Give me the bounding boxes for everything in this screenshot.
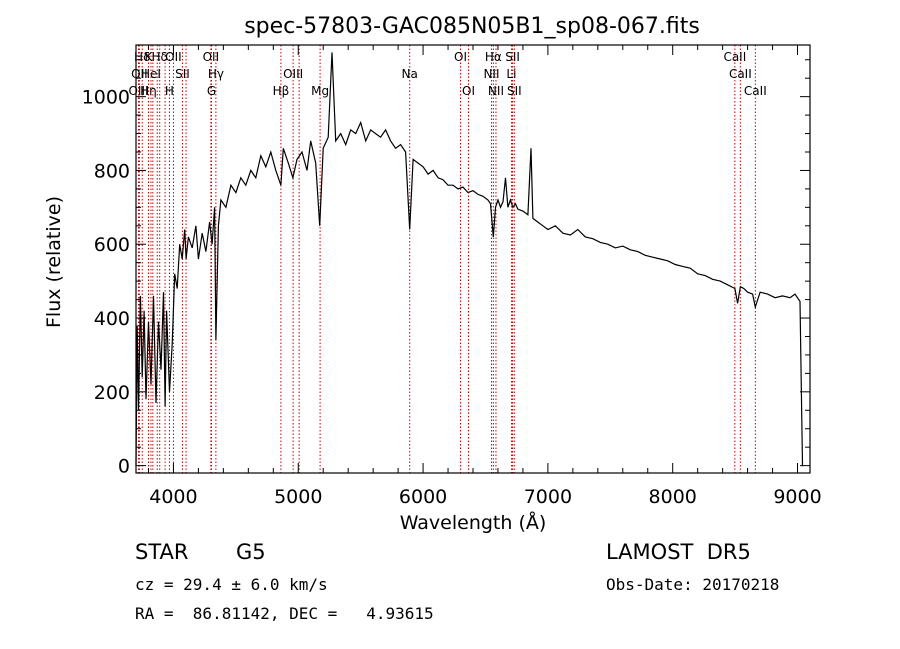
spectral-line-label: Hδ [152,50,168,64]
spectral-line-label: NII [483,67,499,81]
spectral-line-label: Li [506,67,516,81]
spectral-line-label: G [207,84,216,98]
x-tick-label: 4000 [149,486,197,508]
x-axis: 4000 5000 6000 7000 8000 9000 [147,45,822,508]
y-tick-label: 1000 [82,87,130,109]
spectral-line-label: OII [165,50,182,64]
spectral-line-label: OI [454,50,467,64]
spectral-line-label: NII [488,84,504,98]
y-tick-label: 200 [94,382,130,404]
observation-date: Obs-Date: 20170218 [606,575,780,594]
y-tick-label: 400 [94,308,130,330]
chart-title: spec-57803-GAC085N05B1_sp08-067.fits [244,14,700,39]
spectral-line-label: Na [402,67,418,81]
x-tick-label: 6000 [399,486,447,508]
y-axis-label: Flux (relative) [43,196,65,328]
y-tick-label: 0 [118,456,130,478]
spectral-line-label: OI [462,84,475,98]
spectral-line-label: Hα [485,50,502,64]
spectral-line-label: Hη [140,84,157,98]
x-tick-label: 8000 [649,486,697,508]
redshift-velocity: cz = 29.4 ± 6.0 km/s [135,575,328,594]
spectral-line-label: CaII [744,84,767,98]
spectral-line-label: OII [131,67,148,81]
spectral-line-label: SII [507,84,522,98]
spectral-line-label: CaII [729,67,752,81]
spectral-line-label: SII [505,50,520,64]
x-tick-label: 5000 [274,486,322,508]
spectral-line-label: SII [175,67,190,81]
x-tick-label: 9000 [773,486,821,508]
spectral-line-label: Hδ [134,50,150,64]
spectral-line-label: OIII [128,84,148,98]
spectral-line-label: Hγ [208,67,224,81]
spectral-line-label: HeI [141,67,161,81]
object-subclass: G5 [236,540,266,564]
spectral-line-label: K [145,50,154,64]
object-class: STAR [135,540,189,564]
coordinates: RA = 86.81142, DEC = 4.93615 [135,604,434,623]
spectrum-line [135,52,804,467]
spectral-line-label: Mg [311,84,329,98]
y-tick-label: 800 [94,160,130,182]
spectral-line-label: Hβ [273,84,290,98]
spectral-line-label: OII [203,50,220,64]
y-axis: 0 200 400 600 800 1000 [82,59,810,478]
x-tick-label: 7000 [524,486,572,508]
x-axis-label: Wavelength (Å) [400,511,547,534]
y-tick-label: 600 [94,234,130,256]
spectral-line-label: H [165,84,174,98]
spectral-line-label: CaII [723,50,746,64]
survey-release: LAMOST DR5 [606,540,751,564]
spectral-line-label: OIII [283,67,303,81]
plot-frame [135,44,811,474]
spectral-line-markers [137,45,756,473]
